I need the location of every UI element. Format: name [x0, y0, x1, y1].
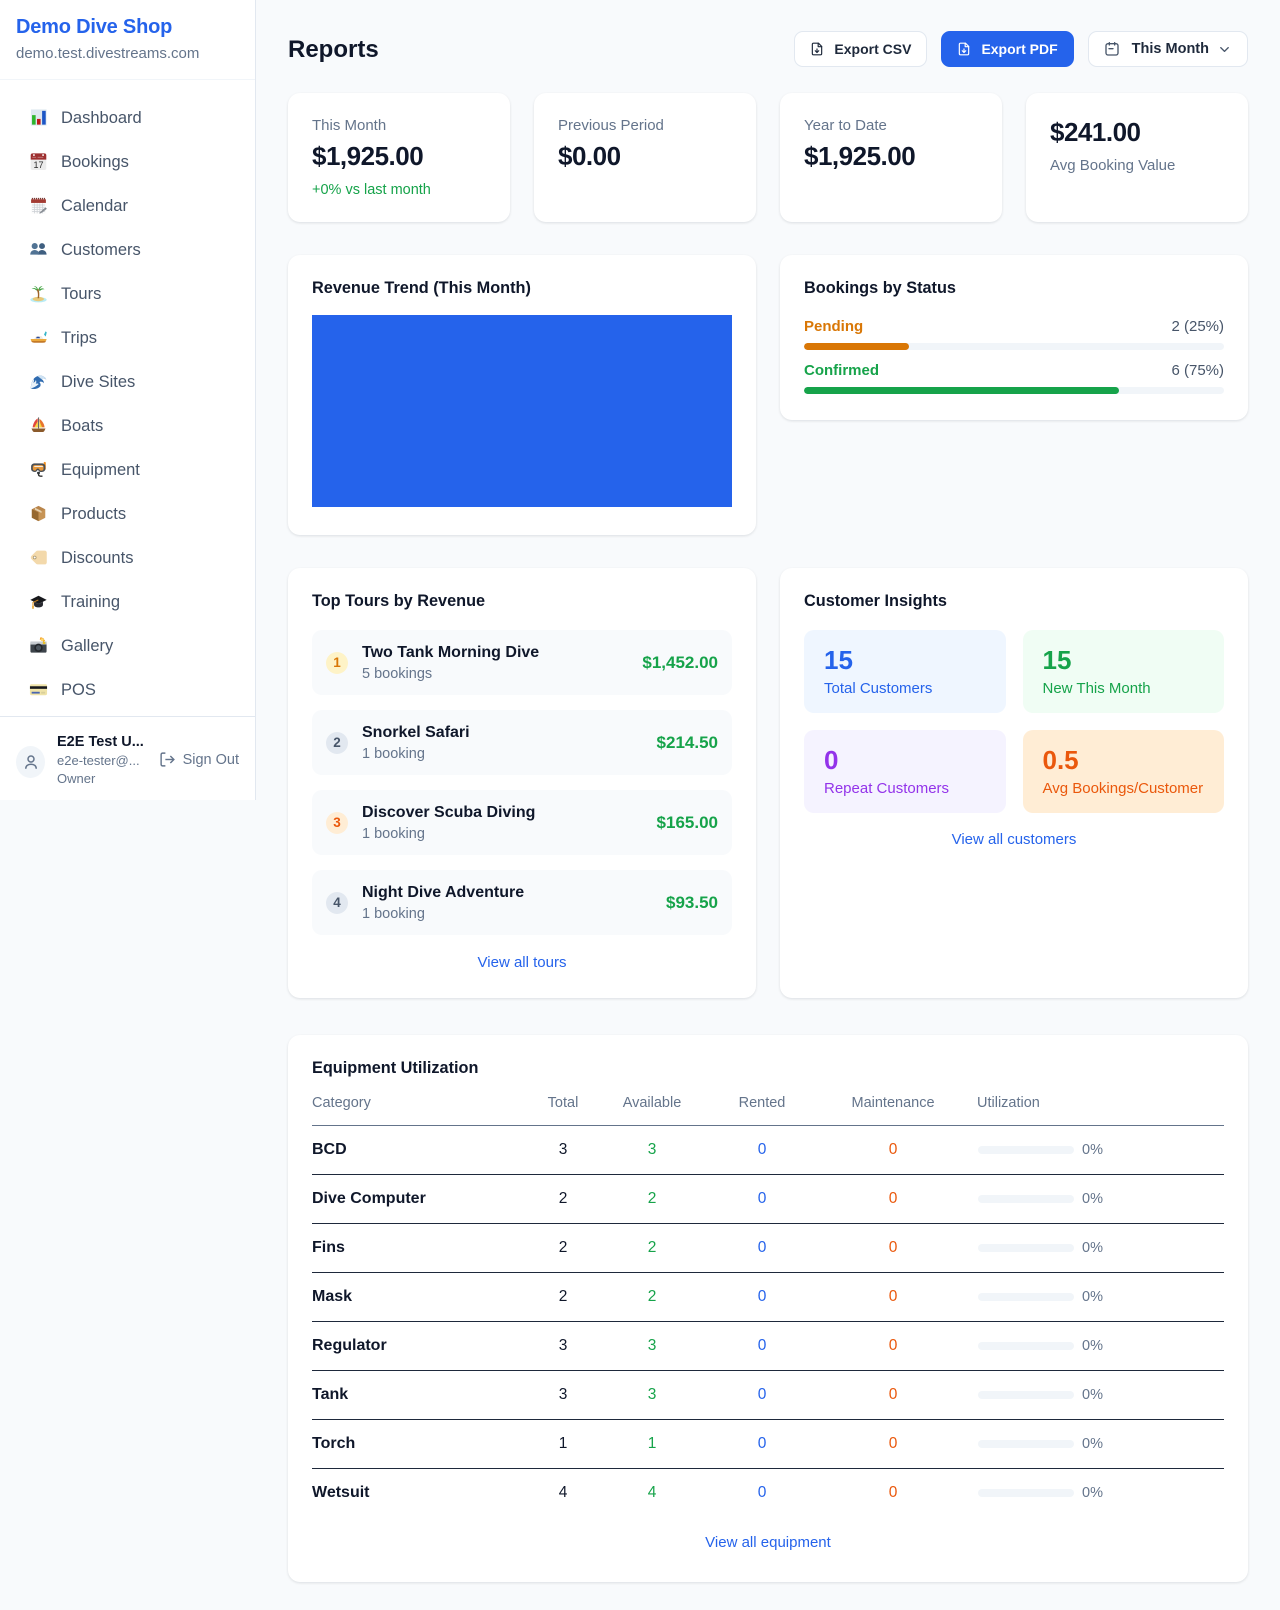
svg-text:17: 17 [33, 160, 43, 170]
